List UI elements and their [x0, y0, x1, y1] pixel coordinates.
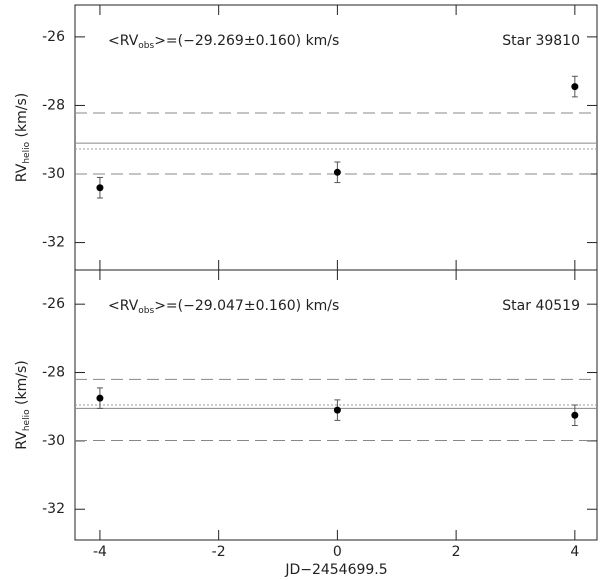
y-axis-label-main: RV [14, 163, 30, 182]
y-axis-label-sub: helio [22, 409, 32, 431]
y-tick-label: -32 [42, 501, 65, 517]
y-axis-label-rest: (km/s) [14, 360, 30, 409]
annotation-sub: obs [138, 306, 154, 316]
y-tick-label: -28 [42, 365, 65, 381]
star-label: Star 40519 [502, 298, 580, 314]
y-axis-label-main: RV [14, 431, 30, 450]
data-point [571, 411, 579, 419]
y-tick-label: -26 [42, 296, 65, 312]
annotation-rest: >=(−29.047±0.160) km/s [154, 298, 339, 314]
annotation-main: <RV [108, 298, 139, 314]
data-point [96, 184, 104, 192]
data-point [333, 168, 341, 176]
data-point [96, 394, 104, 402]
y-axis-label-sub: helio [22, 141, 32, 163]
y-tick-label: -30 [42, 433, 65, 449]
star-label: Star 39810 [502, 33, 580, 49]
data-point [333, 406, 341, 414]
y-axis-label: RVhelio (km/s) [14, 360, 32, 449]
annotation-rest: >=(−29.269±0.160) km/s [154, 33, 339, 49]
annotation: <RVobs>=(−29.047±0.160) km/s [108, 298, 339, 316]
annotation-sub: obs [138, 41, 154, 51]
x-tick-label: 2 [452, 544, 461, 560]
annotation: <RVobs>=(−29.269±0.160) km/s [108, 33, 339, 51]
data-point [571, 83, 579, 91]
annotation-main: <RV [108, 33, 139, 49]
y-tick-label: -26 [42, 29, 65, 45]
x-axis-label: JD−2454699.5 [284, 562, 387, 578]
x-tick-label: 4 [570, 544, 579, 560]
x-tick-label: -2 [212, 544, 226, 560]
y-tick-label: -30 [42, 166, 65, 182]
y-axis-label-rest: (km/s) [14, 93, 30, 142]
y-tick-label: -28 [42, 97, 65, 113]
x-tick-label: -4 [93, 544, 107, 560]
y-tick-label: -32 [42, 235, 65, 251]
y-axis-label: RVhelio (km/s) [14, 93, 32, 182]
x-tick-label: 0 [333, 544, 342, 560]
